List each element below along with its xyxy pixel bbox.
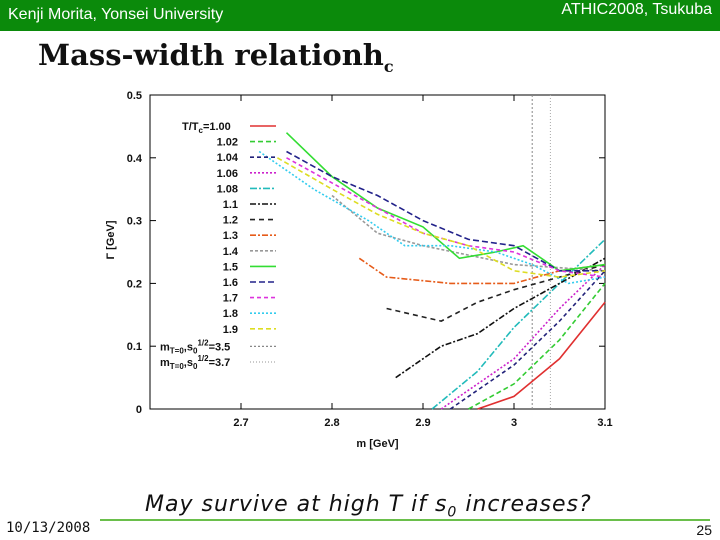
legend-vertical-label-part: T=0 bbox=[170, 362, 185, 371]
legend-label: 1.3 bbox=[223, 230, 238, 242]
title-subscript: c bbox=[383, 56, 394, 76]
plot-frame bbox=[149, 94, 606, 410]
caption-pre: May survive at high T if s bbox=[145, 492, 448, 517]
legend-vertical-label-part: 0 bbox=[193, 346, 198, 355]
legend-vertical-label: mT=0,s01/2=3.7 bbox=[160, 354, 230, 371]
mass-width-chart: 0 0.1 0.2 0.3 0.4 0.5 2.7 2.8 2.9 3 3.1 m [GeV] Γ [G… bbox=[105, 90, 613, 450]
series-line bbox=[395, 257, 606, 379]
y-tick-label: 0.3 bbox=[127, 216, 142, 228]
slide-date: 10/13/2008 bbox=[6, 520, 91, 536]
legend-vertical-label-part: T=0 bbox=[170, 346, 185, 355]
legend-vertical-label-part: ,s bbox=[184, 357, 193, 369]
legend-title-part: =1.00 bbox=[203, 121, 231, 133]
series-line bbox=[477, 301, 606, 410]
x-tick-label: 2.9 bbox=[415, 417, 430, 429]
legend-vertical-label-part: m bbox=[160, 341, 170, 353]
legend-vertical-label-part: m bbox=[160, 357, 170, 369]
legend-title-part: T/T bbox=[182, 121, 199, 133]
legend-title: T/Tc=1.00 bbox=[182, 121, 231, 135]
series-line bbox=[386, 263, 606, 322]
x-tick-label: 3.1 bbox=[597, 417, 612, 429]
legend-label: 1.5 bbox=[223, 261, 238, 273]
slide-title: Mass-width relationhc bbox=[38, 38, 394, 76]
y-tick-label: 0.1 bbox=[127, 341, 142, 353]
series-line bbox=[358, 257, 606, 285]
y-axis-label: Γ [GeV] bbox=[105, 220, 117, 259]
legend-label: 1.06 bbox=[217, 168, 238, 180]
series-line bbox=[285, 132, 606, 272]
series-line bbox=[449, 270, 606, 410]
y-tick-label: 0.5 bbox=[127, 90, 142, 102]
series-line bbox=[431, 238, 606, 410]
legend-vertical-label-part: ,s bbox=[184, 341, 193, 353]
page-number: 25 bbox=[696, 522, 712, 538]
legend-label: 1.6 bbox=[223, 277, 238, 289]
legend-label: 1.02 bbox=[217, 137, 238, 149]
caption-post: increases? bbox=[457, 492, 592, 517]
legend-label: 1.7 bbox=[223, 293, 238, 305]
title-main: Mass-width relation bbox=[38, 38, 363, 72]
legend-label: 1.4 bbox=[223, 246, 239, 258]
legend-vertical-label-part: 0 bbox=[193, 362, 198, 371]
legend-vertical-label-part: =3.5 bbox=[209, 341, 231, 353]
series-line bbox=[277, 157, 606, 278]
author-label: Kenji Morita, Yonsei University bbox=[8, 6, 224, 23]
title-symbol: h bbox=[362, 38, 384, 72]
series-line bbox=[440, 264, 606, 410]
legend-vertical-label-part: =3.7 bbox=[209, 357, 231, 369]
series-line bbox=[331, 194, 606, 272]
legend-label: 1.08 bbox=[217, 183, 238, 195]
legend-label: 1.8 bbox=[223, 308, 238, 320]
series-line bbox=[286, 150, 605, 272]
x-tick-label: 3 bbox=[511, 417, 517, 429]
slide-caption: May survive at high T if s0 increases? bbox=[145, 492, 592, 520]
series-line bbox=[468, 282, 606, 410]
x-tick-label: 2.8 bbox=[324, 417, 339, 429]
y-tick-label: 0 bbox=[136, 404, 142, 416]
legend-label: 1.1 bbox=[223, 199, 238, 211]
y-tick-label: 0.2 bbox=[127, 278, 142, 290]
legend-label: 1.9 bbox=[223, 324, 238, 336]
legend-vertical-label-part: 1/2 bbox=[197, 338, 209, 347]
legend-label: 1.2 bbox=[223, 215, 238, 227]
x-tick-label: 2.7 bbox=[233, 417, 248, 429]
x-axis-label: m [GeV] bbox=[356, 438, 399, 450]
legend-label: 1.04 bbox=[217, 152, 239, 164]
series-line bbox=[286, 157, 606, 278]
y-tick-label: 0.4 bbox=[127, 153, 143, 165]
legend-title-part: c bbox=[199, 126, 204, 135]
conference-label: ATHIC2008, Tsukuba bbox=[561, 1, 712, 18]
slide-header: Kenji Morita, Yonsei University ATHIC200… bbox=[0, 0, 720, 31]
legend-vertical-label: mT=0,s01/2=3.5 bbox=[160, 338, 230, 355]
caption-sub: 0 bbox=[447, 504, 458, 521]
footer-rule bbox=[100, 519, 710, 521]
legend-vertical-label-part: 1/2 bbox=[197, 354, 209, 363]
